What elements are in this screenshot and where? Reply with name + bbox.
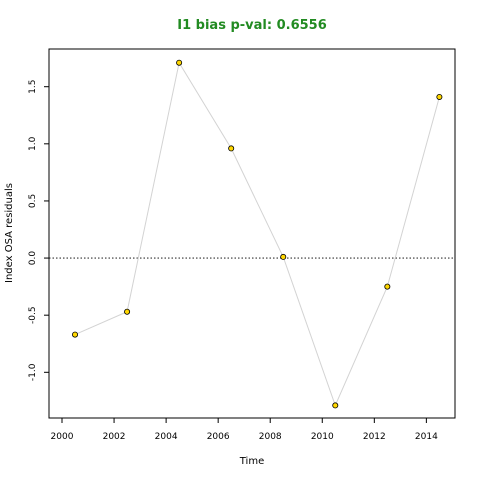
y-tick-label: -1.0 (28, 363, 38, 381)
x-tick-label: 2010 (311, 432, 334, 442)
data-point (332, 402, 339, 409)
data-point (228, 145, 235, 152)
data-point (124, 308, 131, 315)
x-tick-label: 2006 (207, 432, 230, 442)
series-line (74, 61, 440, 407)
x-tick-label: 2012 (363, 432, 386, 442)
data-point (72, 331, 79, 338)
x-tick-label: 2002 (103, 432, 126, 442)
x-tick-label: 2008 (259, 432, 282, 442)
x-tick-label: 2014 (415, 432, 438, 442)
x-axis-label: Time (239, 456, 264, 467)
data-point (280, 253, 287, 260)
y-axis-label: Index OSA residuals (4, 183, 15, 283)
x-tick-label: 2004 (155, 432, 178, 442)
plot-frame (48, 48, 456, 419)
y-tick-label: 0.5 (28, 194, 38, 208)
data-point (436, 93, 443, 100)
chart-title: I1 bias p-val: 0.6556 (177, 18, 327, 33)
data-point (176, 59, 183, 66)
y-tick-label: 1.5 (28, 80, 38, 94)
y-tick-label: -0.5 (28, 306, 38, 324)
x-tick-label: 2000 (51, 432, 74, 442)
data-point (384, 283, 391, 290)
y-tick-label: 0.0 (28, 251, 38, 266)
y-tick-label: 1.0 (28, 136, 38, 151)
plot-area: 2000 2002 2004 2006 2008 2010 2012 2014 -1.0 -0.5… (28, 48, 456, 442)
